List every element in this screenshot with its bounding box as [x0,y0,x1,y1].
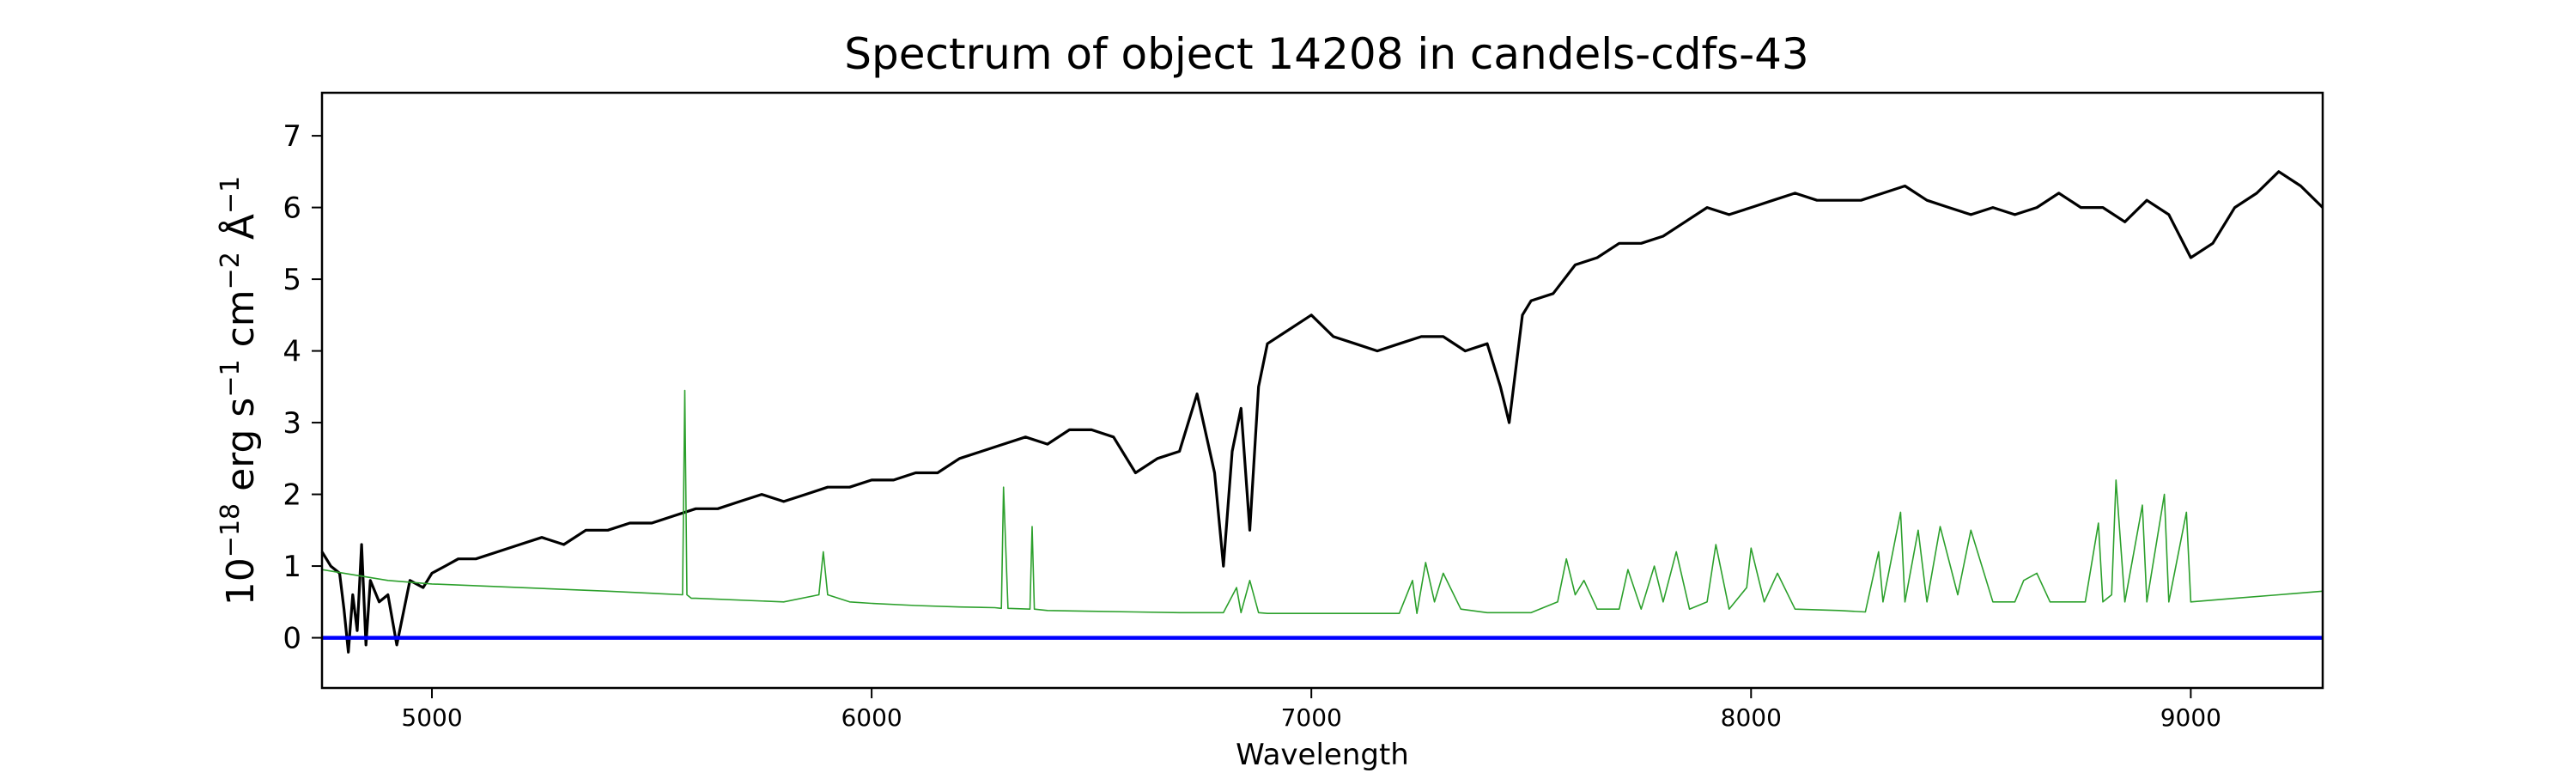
x-tick-label: 8000 [1721,703,1782,732]
y-tick-label: 6 [283,192,301,226]
y-tick-label: 7 [283,119,301,154]
y-axis: 0 1 2 3 4 5 6 7 [283,119,322,656]
chart-title: Spectrum of object 14208 in candels-cdfs… [844,29,1809,79]
y-label-text: cm [219,289,263,359]
plot-area [320,170,2324,654]
y-label-exponent: −18 [216,503,246,557]
y-label-text: Å [217,214,263,252]
y-tick-label: 0 [283,622,301,656]
object-spectrum-line [320,170,2324,654]
y-axis-label: 10−18 erg s−1 cm−2 Å−1 [216,176,264,606]
y-tick-label: 5 [283,263,301,297]
y-tick-label: 3 [283,406,301,441]
y-label-text: 10 [219,557,263,606]
x-axis: 5000 6000 7000 8000 9000 [401,688,2221,732]
y-tick-label: 2 [283,478,301,513]
y-label-exponent: −1 [216,176,246,214]
sky-spectrum-line [321,389,2324,615]
x-tick-label: 6000 [841,703,902,732]
y-tick-label: 4 [283,335,301,369]
plot-frame [320,91,2324,690]
x-tick-label: 5000 [401,703,462,732]
x-tick-label: 7000 [1281,703,1342,732]
y-tick-label: 1 [283,550,301,584]
y-label-text: erg s [219,398,263,503]
x-axis-label: Wavelength [1236,738,1409,772]
y-label-exponent: −2 [216,252,246,289]
y-label-exponent: −1 [216,359,246,397]
x-tick-label: 9000 [2160,703,2221,732]
